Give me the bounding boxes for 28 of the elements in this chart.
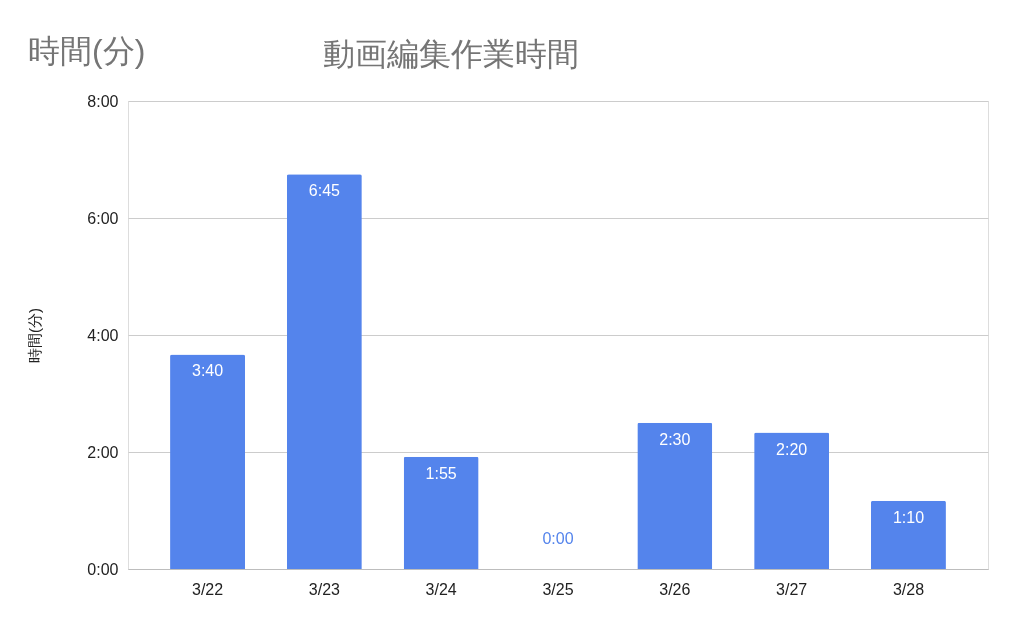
x-tick-label: 3/28: [892, 580, 925, 598]
x-tick-label: 3/25: [542, 580, 574, 598]
y-tick-label: 6:00: [87, 209, 119, 227]
chart-title: 動画編集作業時間: [323, 36, 579, 72]
bar: [637, 422, 713, 569]
data-label: 3:40: [191, 362, 224, 380]
data-label: 2:30: [659, 430, 691, 448]
data-label: 1:10: [892, 508, 925, 526]
x-tick-label: 3/24: [425, 580, 457, 598]
text: 時間(分): [28, 33, 146, 69]
y-tick-label: 2:00: [87, 443, 119, 461]
bar: [403, 456, 479, 569]
data-label: 6:45: [308, 182, 341, 200]
bar: [170, 354, 246, 569]
x-tick-label: 3/27: [776, 580, 808, 598]
y-tick-label: 8:00: [87, 92, 119, 110]
data-label: 2:20: [776, 440, 808, 458]
y-axis-title: 時間(分): [26, 308, 44, 363]
data-label: 0:00: [542, 530, 574, 547]
bar: [286, 174, 362, 569]
x-tick-label: 3/23: [308, 580, 341, 598]
y-tick-label: 0:00: [87, 560, 119, 578]
data-label: 1:55: [425, 464, 457, 482]
bar: [870, 500, 946, 569]
x-tick-label: 3/22: [191, 580, 224, 598]
y-tick-label: 4:00: [87, 326, 119, 344]
x-tick-label: 3/26: [659, 580, 691, 598]
bar: [754, 432, 830, 569]
